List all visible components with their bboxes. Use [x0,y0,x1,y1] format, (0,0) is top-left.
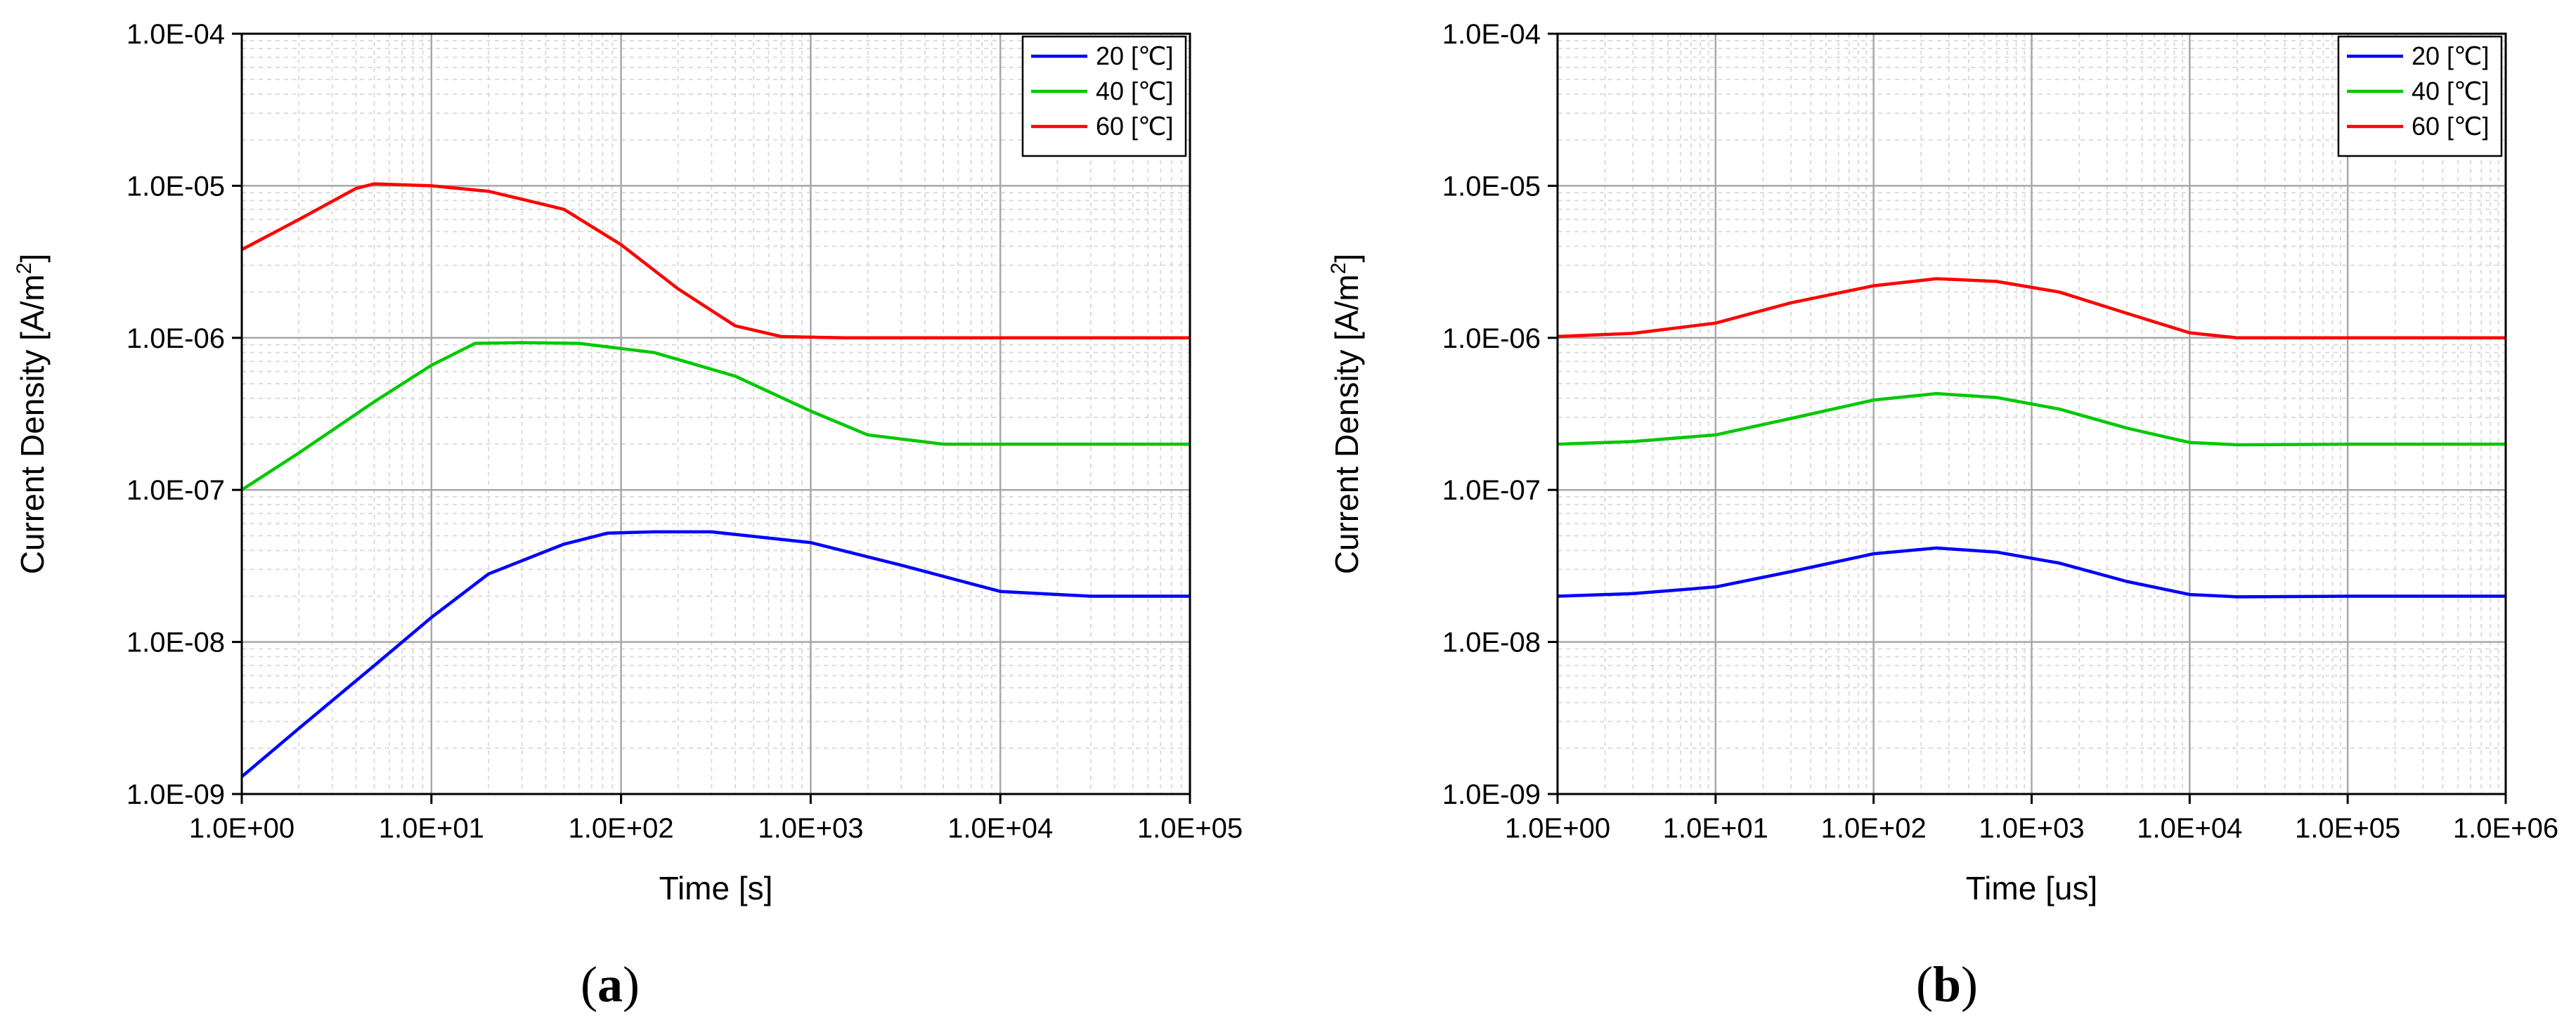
y-axis-label-main: Current Density [A/m [14,274,51,574]
legend: 20 [℃] 40 [℃] 60 [℃] [2337,35,2503,157]
x-tick-label: 1.0E+00 [189,813,295,844]
y-tick-label: 1.0E-09 [1442,779,1541,810]
y-axis-label-end: ] [14,254,51,263]
x-tick-label: 1.0E+01 [379,813,484,844]
panel-label-open: ( [1916,956,1933,1013]
y-minor-grid [242,39,1190,749]
legend-label-2: 40 [℃] [2412,77,2489,105]
x-minor-grid [298,34,1182,794]
x-tick-label: 1.0E+04 [2137,813,2242,844]
series-line-2 [240,341,1190,492]
x-tick-label: 1.0E+06 [2453,813,2558,844]
y-tick-label: 1.0E-08 [127,627,225,658]
y-tick-label: 1.0E-05 [127,171,225,202]
x-axis-label: Time [s] [659,870,773,906]
plot-area [242,34,1190,794]
x-tick-label: 1.0E+01 [1663,813,1768,844]
series-line-1 [1557,546,2506,599]
y-tick-label: 1.0E-06 [1442,323,1541,354]
x-axis-label: Time [us] [1966,870,2097,906]
series-line-3 [1557,277,2506,340]
y-tick-label: 1.0E-08 [1442,627,1541,658]
y-axis-label-superscript: 2 [1327,263,1350,275]
panel-label-close: ) [623,956,640,1013]
axes-frame [240,32,1191,795]
panel-label-letter: a [597,956,623,1013]
y-tick-label: 1.0E-07 [127,475,225,506]
y-axis-label-main: Current Density [A/m [1328,274,1365,574]
x-tick-label: 1.0E+02 [569,813,674,844]
legend-label-1: 20 [℃] [2412,41,2489,70]
series-line-1 [240,530,1190,779]
y-tick-label: 1.0E-05 [1442,171,1541,202]
panel-label-letter: b [1933,956,1961,1013]
y-tick-label: 1.0E-06 [127,323,225,354]
y-tick-label: 1.0E-04 [127,19,225,50]
panel-label-close: ) [1961,956,1978,1013]
legend-label-1: 20 [℃] [1096,41,1173,70]
legend-label-2: 40 [℃] [1096,77,1173,105]
x-tick-label: 1.0E+02 [1821,813,1927,844]
y-axis-label-superscript: 2 [13,263,36,275]
panel-label: (b) [1916,956,1978,1013]
series-line-2 [1557,391,2506,447]
legend: 20 [℃] 40 [℃] 60 [℃] [1021,35,1187,157]
y-axis-label: Current Density [A/m2] [1327,254,1365,574]
panel-b-chart: 1.0E+00 1.0E+01 1.0E+02 1.0E+03 1.0E+04 1.0E+… [1327,19,2558,1013]
legend-label-3: 60 [℃] [2412,112,2489,141]
panel-label-open: ( [581,956,597,1013]
y-tick-label: 1.0E-09 [127,779,225,810]
x-tick-label: 1.0E+04 [947,813,1053,844]
x-tick-label: 1.0E+03 [758,813,863,844]
x-tick-label: 1.0E+00 [1505,813,1610,844]
legend-label-3: 60 [℃] [1096,112,1173,141]
panel-a-chart: 1.0E+00 1.0E+01 1.0E+02 1.0E+03 1.0E+04 1.0E+… [13,19,1243,1013]
x-tick-label: 1.0E+05 [2295,813,2400,844]
x-tick-label: 1.0E+05 [1137,813,1243,844]
x-tick-label: 1.0E+03 [1979,813,2084,844]
panel-label: (a) [581,956,640,1013]
series-line-3 [240,182,1190,340]
y-axis-label: Current Density [A/m2] [13,254,51,574]
y-tick-label: 1.0E-07 [1442,475,1541,506]
y-tick-label: 1.0E-04 [1442,19,1541,50]
y-axis-label-end: ] [1328,254,1365,263]
